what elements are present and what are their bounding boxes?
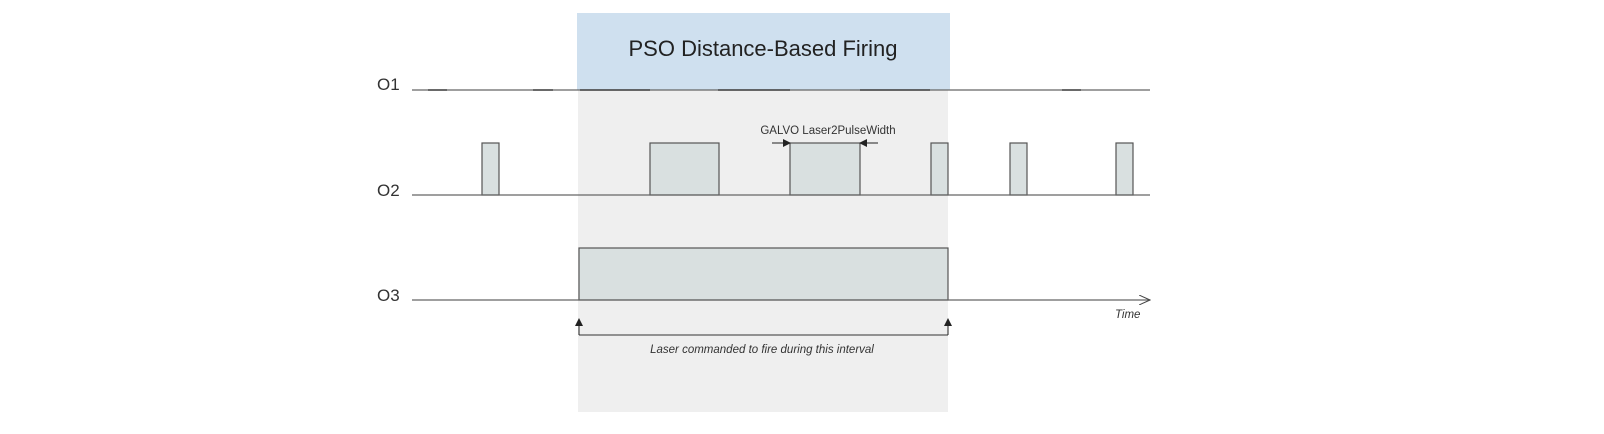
signal-label: O1 (377, 75, 400, 94)
o2-pulses (481, 142, 1134, 196)
title: PSO Distance-Based Firing (629, 36, 898, 61)
o3-pulse (578, 247, 949, 301)
signal-label: O2 (377, 181, 400, 200)
interval-label: Laser commanded to fire during this inte… (650, 344, 874, 356)
header-band (577, 13, 950, 90)
time-label: Time (1115, 309, 1140, 321)
signal-label: O3 (377, 286, 400, 305)
pulse-width-label: GALVO Laser2PulseWidth (760, 125, 895, 137)
